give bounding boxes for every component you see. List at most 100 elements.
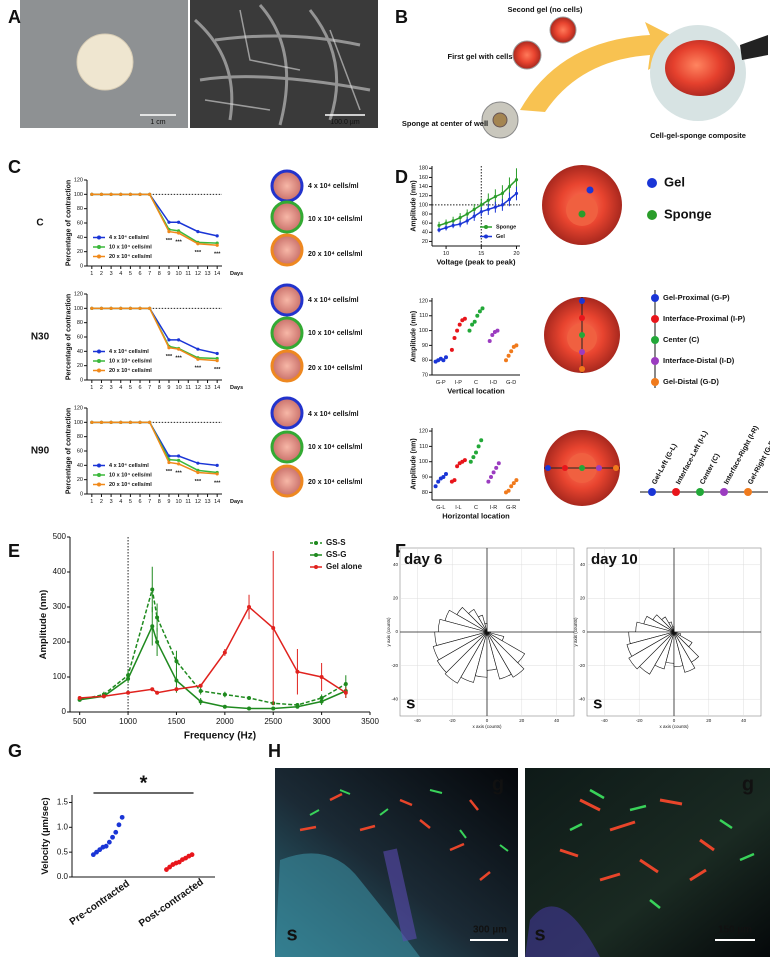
data-point bbox=[177, 462, 181, 466]
y-tick-label: 160 bbox=[419, 175, 428, 181]
data-point bbox=[486, 207, 490, 212]
y-tick-label: 0 bbox=[80, 263, 83, 269]
data-point bbox=[177, 338, 181, 342]
data-point bbox=[167, 460, 171, 465]
legend-label: Center (C) bbox=[699, 453, 721, 486]
legend-label: 4 x 10⁴ cells/ml bbox=[109, 235, 149, 241]
data-point bbox=[247, 696, 252, 700]
legend-swatch bbox=[720, 488, 728, 496]
data-point bbox=[271, 626, 276, 630]
location-dot bbox=[579, 315, 585, 321]
x-tick-label: 14 bbox=[214, 385, 220, 391]
rose-wedge bbox=[444, 631, 488, 684]
panel-label: G bbox=[8, 741, 22, 761]
data-point bbox=[113, 829, 119, 835]
data-point bbox=[471, 455, 476, 460]
x-tick-label: 40 bbox=[741, 718, 747, 723]
panel-label: H bbox=[268, 741, 281, 761]
dish-label: 4 x 10⁴ cells/ml bbox=[308, 183, 359, 190]
x-tick-label: 9 bbox=[167, 271, 170, 277]
x-axis-label: Vertical location bbox=[447, 386, 505, 395]
rose-wedge bbox=[673, 631, 682, 636]
data-point bbox=[493, 205, 497, 209]
data-point bbox=[109, 420, 113, 424]
x-tick-label: I-P bbox=[455, 380, 462, 386]
y-axis-label: Amplitude (nm) bbox=[411, 438, 418, 489]
annotation: *** bbox=[166, 238, 173, 244]
data-point bbox=[474, 450, 478, 455]
chart-title: day 6 bbox=[404, 551, 442, 568]
annotation: *** bbox=[175, 239, 182, 245]
fluorescence-images bbox=[275, 768, 770, 957]
data-point bbox=[511, 481, 516, 486]
data-point bbox=[138, 306, 142, 310]
data-point bbox=[451, 219, 455, 223]
y-tick-label: 80 bbox=[422, 358, 428, 364]
data-point bbox=[167, 220, 171, 224]
legend-swatch bbox=[647, 178, 657, 188]
data-point bbox=[476, 444, 481, 449]
dishes-d bbox=[542, 165, 622, 506]
data-point bbox=[215, 463, 219, 467]
rose-wedge bbox=[673, 631, 696, 673]
data-point bbox=[479, 210, 483, 214]
row-label: C bbox=[36, 218, 43, 229]
legend-swatch bbox=[651, 336, 659, 344]
x-tick-label: 10 bbox=[443, 251, 449, 257]
data-point bbox=[514, 191, 519, 196]
series-line bbox=[79, 624, 347, 710]
x-tick-label: 14 bbox=[214, 271, 220, 277]
data-point bbox=[495, 328, 500, 333]
data-point bbox=[198, 699, 203, 704]
y-tick-label: -40 bbox=[391, 696, 398, 701]
data-point bbox=[215, 472, 219, 476]
legend-swatch bbox=[651, 294, 659, 302]
legend-swatch bbox=[97, 235, 101, 240]
y-tick-label: 110 bbox=[419, 313, 428, 319]
x-tick-label: 10 bbox=[176, 271, 182, 277]
y-tick-label: 500 bbox=[53, 532, 67, 541]
legend-label: 10 x 10⁴ cells/ml bbox=[109, 358, 152, 364]
location-dot bbox=[586, 186, 594, 194]
data-point bbox=[222, 692, 227, 697]
x-tick-label: 20 bbox=[513, 251, 519, 257]
data-point bbox=[465, 212, 469, 216]
data-point bbox=[462, 458, 467, 463]
x-tick-label: 3 bbox=[110, 271, 113, 277]
x-tick-label: 5 bbox=[129, 385, 132, 391]
data-point bbox=[452, 335, 457, 340]
data-point bbox=[222, 704, 227, 709]
y-tick-label: 40 bbox=[580, 562, 586, 567]
y-tick-label: 100 bbox=[419, 459, 428, 465]
x-tick-label: 20 bbox=[706, 718, 712, 723]
x-tick-label: C bbox=[474, 505, 478, 511]
y-tick-label: 0 bbox=[582, 629, 585, 634]
x-tick-label: 4 bbox=[119, 385, 122, 391]
x-axis-label: Days bbox=[230, 499, 243, 505]
data-point bbox=[486, 479, 491, 484]
legend-swatch bbox=[314, 565, 318, 569]
data-point bbox=[455, 464, 460, 469]
data-point bbox=[138, 192, 142, 196]
rose-wedge bbox=[673, 631, 700, 663]
legend-swatch bbox=[97, 463, 101, 468]
data-point bbox=[177, 458, 181, 462]
y-tick-label: 20 bbox=[77, 363, 83, 369]
y-tick-label: 80 bbox=[422, 211, 428, 217]
data-point bbox=[198, 689, 203, 693]
data-point bbox=[148, 420, 152, 424]
x-tick-label: I-R bbox=[490, 505, 497, 511]
x-tick-label: 14 bbox=[214, 499, 220, 505]
y-tick-label: 120 bbox=[74, 405, 83, 411]
data-point bbox=[449, 347, 454, 352]
diagram-label: Cell-gel-sponge composite bbox=[650, 131, 746, 140]
legend-label: Center (C) bbox=[663, 335, 700, 344]
x-tick-label: 15 bbox=[478, 251, 484, 257]
y-tick-label: 0 bbox=[80, 377, 83, 383]
rose-wedge bbox=[673, 631, 693, 648]
data-point bbox=[126, 676, 131, 681]
legend-swatch bbox=[647, 210, 657, 220]
x-tick-label: 1000 bbox=[119, 717, 137, 726]
data-point bbox=[77, 696, 82, 700]
x-tick-label: 20 bbox=[519, 718, 525, 723]
